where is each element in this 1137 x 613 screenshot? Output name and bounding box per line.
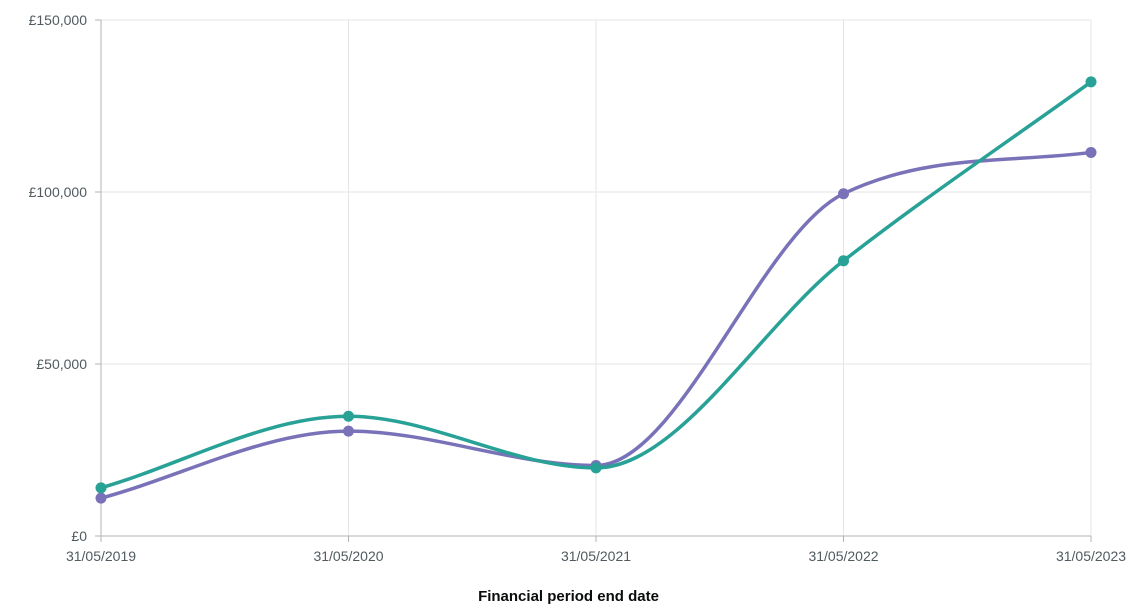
series-2-point [1085,76,1097,88]
x-tick-label: 31/05/2023 [1056,548,1126,564]
y-tick-label: £150,000 [29,12,88,28]
grid-lines [101,19,1092,536]
series-2-point [838,255,849,267]
series-1-point [95,492,107,504]
x-tick-label: 31/05/2022 [808,548,878,564]
y-tick-label: £50,000 [36,356,87,372]
series-2-point [590,462,602,474]
x-axis-title: Financial period end date [478,588,659,605]
series-1-point [838,188,849,200]
series-line-2 [99,80,1093,490]
series-2-point [343,410,354,422]
series-1-point [1085,146,1097,158]
x-tick-label: 31/05/2019 [66,548,136,564]
axes [95,19,1092,542]
series-1-point [343,425,354,437]
series-2-point [95,482,107,494]
y-tick-label: £0 [71,528,87,544]
x-tick-label: 31/05/2020 [313,548,383,564]
series-points [95,76,1097,504]
x-axis-tick-labels: 31/05/2019 31/05/2020 31/05/2021 31/05/2022… [66,548,1126,564]
series-line-1 [99,150,1093,500]
x-tick-label: 31/05/2021 [561,548,631,564]
series-lines [99,80,1093,500]
y-tick-label: £100,000 [29,184,88,200]
y-axis-tick-labels: £0 £50,000 £100,000 £150,000 [29,12,88,544]
